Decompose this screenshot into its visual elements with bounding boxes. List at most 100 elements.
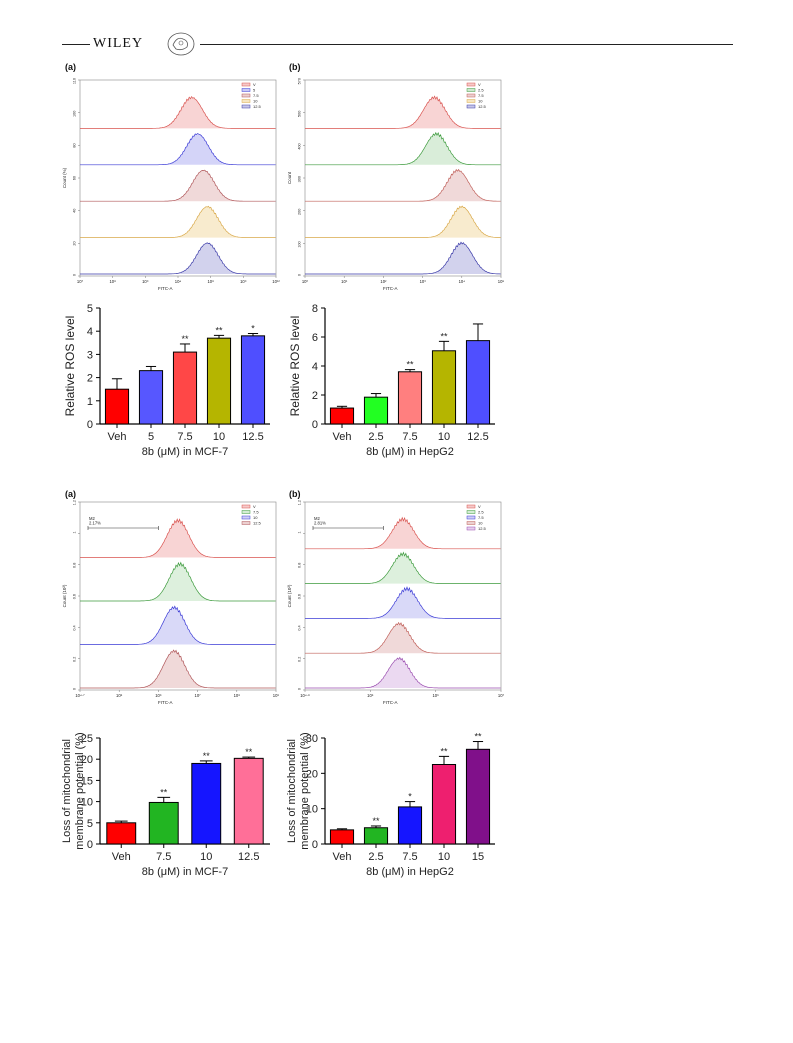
x-tick-label: 10⁵	[367, 693, 374, 698]
bar-12.5	[465, 340, 491, 425]
y-tick-label: 110	[73, 78, 77, 84]
x-tick-label: 7.5	[402, 431, 417, 443]
x-axis-label: FITC-A	[158, 700, 173, 705]
histogram-trace-3	[305, 205, 501, 238]
y-tick-label: 1	[298, 531, 302, 533]
y-tick-label: 20	[73, 241, 77, 245]
y-axis-label: Relative ROS level	[63, 316, 77, 417]
bar-7.5	[397, 806, 423, 845]
y-tick-label: 0	[73, 274, 77, 276]
histogram-ros-mcf7: 0 20 40 60 80 100 110 10⁷ 10⁸ 10⁹ 10⁴ 10⁸ 10⁹ 10¹² FIT…	[62, 78, 280, 291]
legend-swatch	[466, 88, 476, 92]
y-axis-label: Count (%)	[62, 167, 67, 188]
y-axis-label: Count (10³)	[62, 584, 67, 607]
x-tick-label: Veh	[112, 851, 131, 863]
legend-swatch	[466, 93, 476, 98]
histogram-fill-1	[80, 133, 276, 165]
legend-swatch	[466, 504, 476, 509]
bar-10	[206, 337, 232, 425]
histogram-trace-0	[80, 95, 276, 129]
legend-label: V	[478, 82, 481, 87]
significance-mark: **	[372, 816, 380, 826]
x-tick-label: 10⁹	[273, 693, 280, 698]
panel-label-mmp-a: (a)	[65, 489, 76, 499]
gate-name: M2	[314, 516, 320, 521]
y-tick-label: 0	[312, 419, 318, 431]
histogram-fill-4	[305, 242, 501, 274]
y-tick-label: 0.8	[73, 563, 77, 568]
y-tick-label: 0.6	[73, 594, 77, 599]
y-tick-label: 3	[87, 349, 93, 361]
legend-swatch	[466, 521, 476, 525]
x-tick-label: 5	[148, 431, 154, 443]
bar-chart-mmp-hepg2: 0 10 20 30 Veh ** 2.5 * 7.5 ** 10 ** 15 8b (μM) in He…	[286, 732, 495, 878]
significance-mark: **	[160, 787, 168, 797]
histogram-trace-4	[305, 656, 501, 689]
y-tick-label: 60	[73, 176, 77, 180]
histogram-mmp-mcf7: 0 0.2 0.4 0.6 0.8 1 1.2 10⁴·⁷ 10⁵ 10⁶ 10⁷ 10⁸ 10⁹ FIT…	[62, 500, 280, 705]
x-tick-label: 10¹	[341, 279, 348, 284]
histogram-trace-0	[305, 516, 501, 550]
histogram-fill-1	[80, 562, 276, 601]
histogram-fill-2	[80, 170, 276, 202]
legend-swatch	[241, 88, 251, 92]
x-tick-label: 12.5	[242, 431, 263, 443]
y-tick-label: 0	[87, 419, 93, 431]
x-tick-label: 10⁹	[142, 279, 149, 284]
y-axis-label-line-2: membrane potential (%)	[74, 732, 86, 849]
x-tick-label: 10⁴·⁸	[300, 693, 310, 698]
x-tick-label: Veh	[108, 431, 127, 443]
x-tick-label: 12.5	[467, 431, 488, 443]
y-axis-label: Relative ROS level	[288, 316, 302, 417]
legend-label: 10	[478, 521, 483, 526]
x-tick-label: 10⁷	[77, 279, 84, 284]
y-tick-label: 300	[298, 176, 302, 182]
publisher-logo-text: WILEY	[93, 36, 144, 51]
legend-swatch	[466, 510, 476, 514]
y-tick-label: 500	[298, 111, 302, 117]
bar-5	[138, 370, 164, 425]
bar-2.5	[363, 396, 389, 425]
y-tick-label: 20	[306, 768, 318, 780]
y-tick-label: 10	[81, 797, 93, 809]
y-tick-label: 100	[298, 241, 302, 247]
x-tick-label: 10⁸	[234, 693, 241, 698]
gate-value: 2.81%	[314, 521, 326, 526]
y-tick-label: 0	[298, 688, 302, 690]
x-tick-label: 10²	[380, 279, 387, 284]
histogram-frame	[304, 79, 502, 277]
x-tick-label: Veh	[333, 431, 352, 443]
legend-label: 10	[478, 99, 483, 104]
histogram-trace-2	[80, 605, 276, 645]
histogram-fill-2	[305, 587, 501, 619]
x-tick-label: 7.5	[177, 431, 192, 443]
histogram-trace-1	[80, 561, 276, 602]
bar-10	[431, 350, 457, 425]
histogram-fill-3	[305, 622, 501, 654]
legend-swatch	[241, 104, 251, 109]
y-tick-label: 570	[298, 78, 302, 84]
histogram-fill-3	[305, 206, 501, 238]
panel-label-ros-b: (b)	[289, 62, 301, 72]
y-tick-label: 20	[81, 754, 93, 766]
y-tick-label: 0	[87, 839, 93, 851]
y-axis-label: Count	[287, 171, 292, 184]
x-tick-label: 2.5	[368, 851, 383, 863]
histogram-trace-0	[80, 518, 276, 558]
legend-label: 10	[253, 99, 258, 104]
legend-swatch	[241, 504, 251, 509]
bar-10	[431, 764, 457, 845]
legend-label: 7.5	[478, 93, 484, 98]
significance-mark: **	[203, 751, 211, 761]
x-tick-label: 10	[213, 431, 225, 443]
legend-swatch	[241, 510, 251, 514]
bar-2.5	[363, 827, 389, 845]
y-tick-label: 2	[312, 390, 318, 402]
histogram-trace-2	[305, 168, 501, 202]
y-tick-label: 80	[73, 143, 77, 147]
x-tick-label: 10³	[420, 279, 427, 284]
histogram-trace-2	[305, 586, 501, 619]
bar-12.5	[233, 757, 264, 845]
histogram-mmp-hepg2: 0 0.2 0.4 0.6 0.8 1 1.2 10⁴·⁸ 10⁵ 10⁶ 10⁷ FITC-A Cou…	[287, 500, 505, 705]
significance-mark: *	[251, 324, 255, 334]
